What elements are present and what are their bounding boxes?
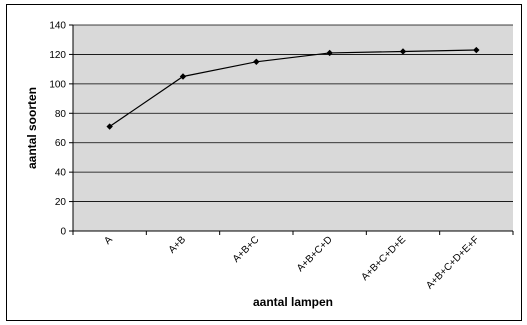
x-tick-label: A+B+C+D+E bbox=[359, 234, 408, 283]
y-tick-label: 140 bbox=[49, 21, 66, 32]
y-tick-label: 100 bbox=[49, 79, 66, 90]
x-tick-label: A+B+C bbox=[231, 234, 262, 265]
plot-area bbox=[73, 25, 513, 231]
x-tick-label: A+B bbox=[167, 234, 189, 256]
gridlines bbox=[69, 24, 513, 232]
y-axis-title: aantal soorten bbox=[25, 87, 39, 169]
data-point-marker bbox=[253, 58, 260, 65]
data-point-marker bbox=[179, 73, 187, 80]
x-tick-label: A bbox=[102, 234, 115, 247]
y-tick-label: 0 bbox=[60, 227, 66, 238]
data-point-marker bbox=[399, 48, 407, 55]
data-point-marker bbox=[326, 49, 333, 57]
data-point-marker bbox=[473, 46, 480, 54]
x-tick-labels: A A+B A+B+C A+B+C+D A+B+C+D+E A+B+C+D+E+F bbox=[72, 231, 514, 291]
y-tick-label: 120 bbox=[49, 50, 66, 61]
y-tick-label: 40 bbox=[55, 168, 67, 179]
x-axis-title: aantal lampen bbox=[253, 295, 333, 309]
y-tick-label: 20 bbox=[55, 197, 67, 208]
x-tick-label: A+B+C+D+E+F bbox=[424, 234, 481, 291]
data-series bbox=[106, 46, 480, 130]
data-point-marker bbox=[106, 123, 113, 130]
series-line bbox=[109, 49, 477, 128]
x-tick-label: A+B+C+D bbox=[295, 234, 335, 274]
y-tick-label: 60 bbox=[55, 138, 67, 149]
y-tick-labels: 0 20 40 60 80 100 120 140 bbox=[49, 21, 66, 238]
y-tick-label: 80 bbox=[55, 109, 67, 120]
